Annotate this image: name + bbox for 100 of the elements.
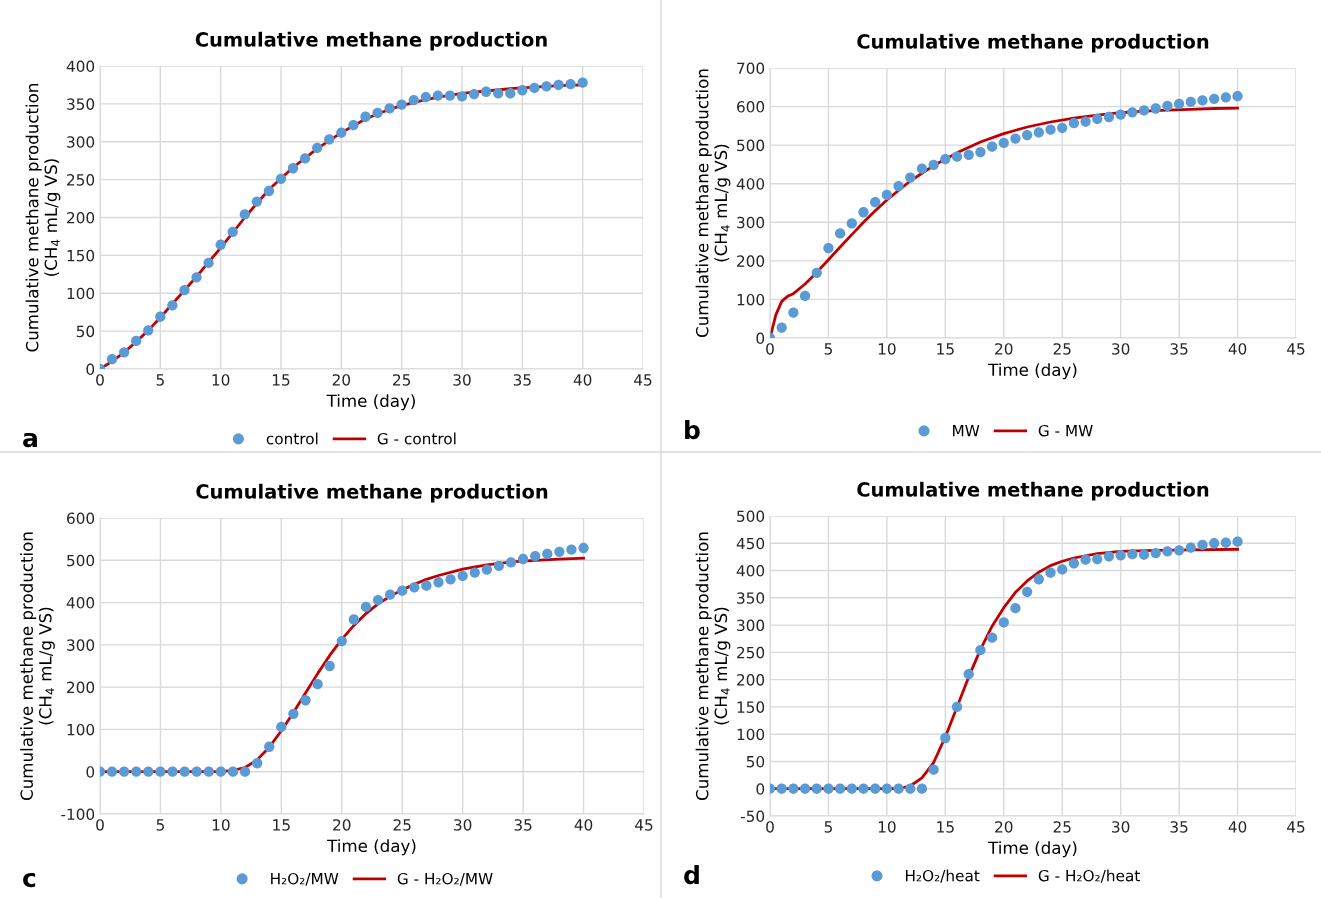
x-tick-label: 45 (635, 819, 653, 831)
point (167, 300, 178, 311)
point (905, 783, 916, 794)
point (1138, 105, 1150, 116)
x-tick-label: 45 (1287, 343, 1305, 355)
point (1045, 567, 1056, 578)
y-tick-label: 0 (86, 766, 95, 778)
x-tick-label: 30 (453, 374, 471, 386)
point (469, 567, 480, 578)
point (1033, 127, 1044, 138)
point (263, 185, 275, 197)
point (553, 79, 564, 91)
point (1080, 116, 1091, 127)
point (1057, 564, 1068, 575)
point (312, 679, 323, 690)
x-tick-label: 25 (393, 374, 411, 386)
point (799, 783, 811, 794)
y-tick-label: 250 (737, 646, 765, 659)
point (541, 81, 552, 92)
point (893, 180, 904, 192)
point (1209, 93, 1220, 105)
point (870, 197, 881, 208)
point (1127, 549, 1138, 560)
point (191, 272, 202, 283)
point (493, 560, 505, 571)
x-tick-label: 10 (878, 821, 896, 833)
y-tick-label: 150 (737, 701, 765, 713)
point (893, 783, 904, 794)
y-tick-label: 350 (737, 592, 765, 604)
point (457, 570, 468, 582)
point (1185, 542, 1196, 553)
point (975, 146, 986, 158)
y-tick-label: 250 (67, 174, 95, 186)
y-tick-label: 200 (67, 681, 95, 694)
y-tick-label: 500 (737, 510, 765, 523)
point (905, 172, 916, 183)
point (433, 577, 444, 588)
y-tick-label: 450 (736, 537, 765, 550)
x-tick-label: 30 (1112, 343, 1130, 355)
point (811, 783, 822, 794)
legend-label: control (266, 432, 318, 445)
text: b (685, 419, 700, 440)
point (846, 218, 857, 229)
y-axis-title: Cumulative methane production (CH$_{4}$ mL/g VS) (25, 84, 61, 352)
y-tick-label: -100 (61, 808, 95, 821)
point (505, 88, 516, 99)
point (384, 589, 396, 600)
point (1080, 554, 1091, 565)
x-tick-label: 10 (212, 819, 230, 831)
point (276, 721, 287, 733)
point (372, 107, 383, 119)
x-tick-label: 5 (824, 343, 832, 355)
legend-label: G - H₂O₂/MW (397, 872, 493, 886)
point (1010, 603, 1021, 614)
point (1068, 118, 1080, 129)
point (227, 766, 239, 777)
point (409, 582, 420, 593)
point (179, 285, 190, 296)
y-tick-label: 150 (67, 249, 95, 262)
point (1103, 551, 1115, 562)
x-tick-label: 40 (1228, 821, 1247, 833)
x-tick-label: 15 (273, 819, 290, 831)
x-tick-label: 30 (454, 819, 472, 831)
point (480, 86, 492, 97)
point (928, 764, 939, 775)
x-tick-label: 25 (393, 819, 411, 831)
point (529, 82, 540, 94)
point (1197, 95, 1208, 106)
point (1138, 549, 1150, 560)
y-tick-label: 0 (756, 332, 765, 345)
x-tick-label: 5 (156, 819, 164, 831)
point (372, 594, 384, 606)
y-axis-title: Cumulative methane production (CH$_{4}$ mL/g VS) (20, 532, 55, 800)
point (155, 311, 166, 322)
point (1057, 122, 1068, 133)
y-tick-label: 300 (67, 639, 95, 651)
point (577, 77, 588, 88)
x-tick-label: 0 (96, 819, 104, 831)
point (1220, 92, 1232, 103)
x-tick-label: 0 (96, 374, 104, 386)
y-tick-label: -50 (740, 810, 765, 823)
y-tick-label: 350 (67, 98, 95, 110)
point (823, 783, 834, 794)
x-axis-title: Time (day) (988, 363, 1077, 380)
y-tick-label: 50 (76, 325, 95, 338)
point (565, 79, 576, 90)
y-tick-label: 50 (746, 755, 765, 768)
y-tick-label: 400 (736, 178, 765, 190)
point (421, 580, 432, 591)
point (300, 695, 311, 706)
point (348, 614, 360, 625)
x-tick-label: 20 (995, 343, 1013, 355)
x-tick-label: 40 (573, 374, 592, 386)
point (578, 542, 589, 554)
legend-label: H₂O₂/MW (271, 872, 339, 886)
point (1232, 91, 1243, 102)
point (776, 783, 787, 794)
point (118, 347, 130, 358)
point (998, 137, 1009, 148)
point (846, 783, 857, 794)
